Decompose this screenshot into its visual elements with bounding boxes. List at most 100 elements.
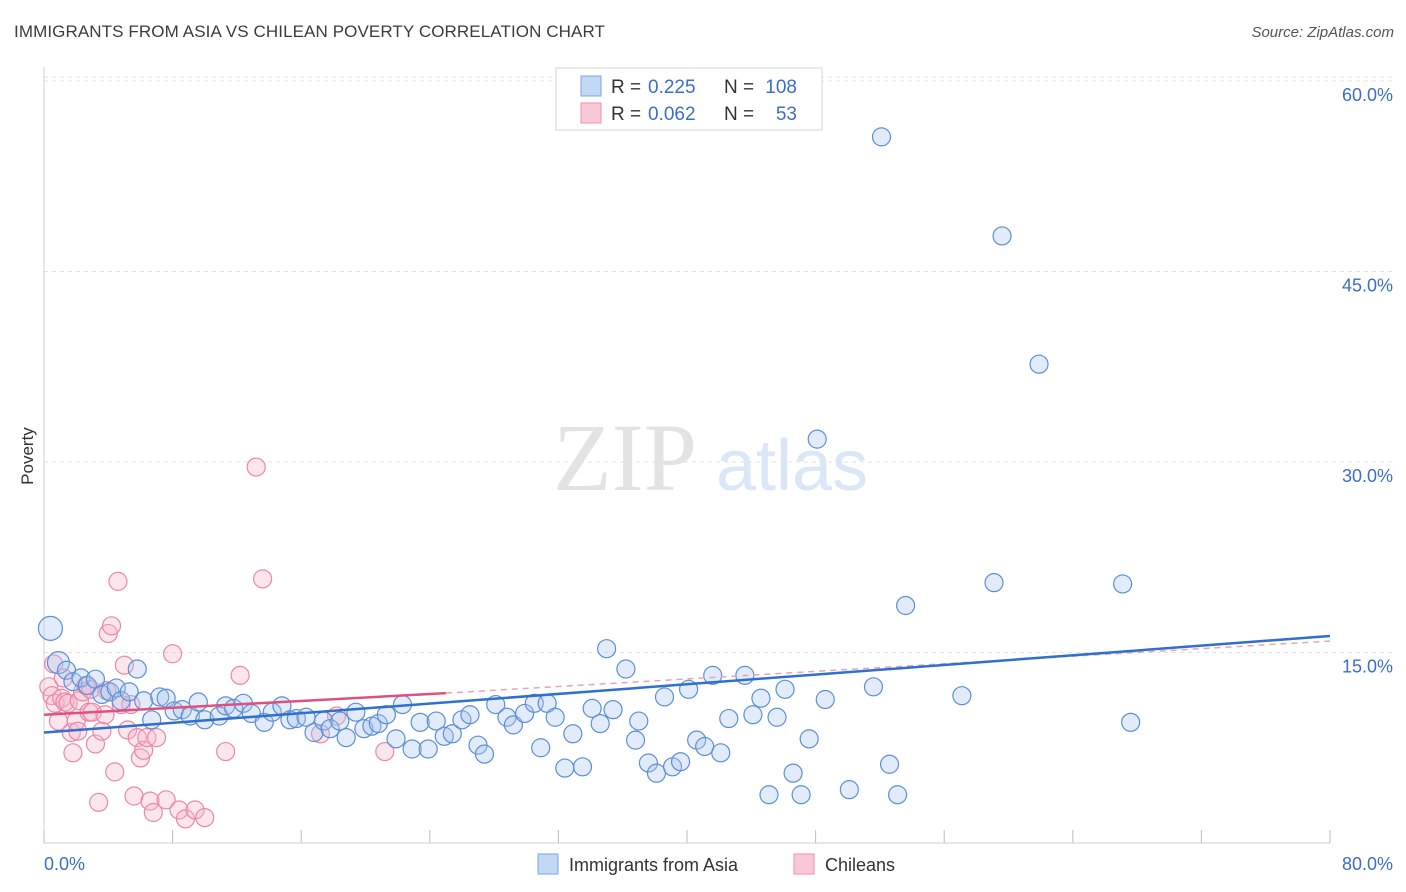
asia-point [879, 754, 900, 774]
correlation-legend: R = 0.225 N = 108 R = 0.062 N = 53 [555, 67, 823, 131]
chileans-point [163, 644, 183, 664]
asia-point [590, 714, 610, 734]
bottom-legend-label-chileans: Chileans [825, 855, 895, 875]
asia-point [106, 678, 126, 698]
watermark: ZIP atlas [553, 404, 868, 511]
asia-point [887, 785, 908, 805]
watermark-atlas: atlas [716, 426, 868, 506]
asia-point [71, 668, 91, 688]
asia-point [807, 429, 827, 449]
y-tick-label-30: 30.0% [1342, 466, 1393, 486]
asia-point [188, 692, 208, 712]
chileans-point [55, 692, 75, 712]
asia-point [119, 682, 139, 702]
asia-point [654, 687, 675, 707]
chileans-point [63, 743, 83, 763]
legend-r-label-asia: R = [611, 77, 641, 98]
chileans-point [92, 721, 112, 741]
chileans-point [216, 741, 236, 762]
asia-point [759, 785, 779, 805]
y-axis-label: Poverty [18, 427, 37, 485]
asia-point [474, 744, 495, 764]
legend-n-value-asia: 108 [765, 77, 797, 98]
asia-point [751, 688, 771, 708]
asia-point [531, 738, 551, 758]
chileans-point [114, 655, 134, 675]
asia-point [336, 727, 356, 748]
asia-point [37, 615, 64, 641]
asia-point [743, 705, 763, 725]
chileans-point [143, 802, 163, 823]
asia-point [638, 753, 659, 773]
chileans-point [253, 569, 273, 589]
asia-point [503, 715, 523, 735]
asia-point [767, 707, 787, 727]
series-legend: Immigrants from Asia Chileans [537, 853, 895, 875]
trend-line-asia [43, 634, 1331, 734]
asia-point [783, 763, 803, 783]
asia-point [871, 127, 892, 147]
chileans-point [246, 457, 266, 477]
legend-r-value-asia: 0.225 [648, 77, 696, 98]
asia-point [426, 711, 446, 731]
legend-n-label-chileans: N = [724, 104, 754, 125]
asia-point [1121, 712, 1141, 732]
bottom-legend-swatch-chileans [793, 853, 815, 875]
asia-point [555, 758, 575, 778]
y-tick-label-45: 45.0% [1342, 276, 1393, 296]
x-tick-label-max: 80.0% [1342, 854, 1393, 874]
asia-point [603, 700, 623, 720]
trend-line-chileans-extension [445, 640, 1331, 694]
chileans-point [108, 571, 128, 591]
asia-point [984, 573, 1004, 593]
asia-point [1113, 574, 1133, 594]
chileans-point [137, 727, 157, 748]
asia-point [670, 752, 691, 772]
legend-r-value-chileans: 0.062 [648, 104, 696, 125]
asia-point [839, 780, 859, 800]
asia-point [582, 698, 602, 718]
x-tick-label-min: 0.0% [44, 854, 85, 874]
asia-point [711, 743, 731, 763]
chileans-point [61, 722, 81, 743]
asia-point [616, 659, 636, 679]
asia-point [896, 595, 916, 616]
chileans-point [105, 762, 125, 782]
legend-n-value-chileans: 53 [776, 104, 797, 125]
bottom-legend-label-asia: Immigrants from Asia [569, 855, 739, 875]
asia-point [992, 226, 1012, 246]
asia-point [134, 691, 154, 711]
y-tick-label-15: 15.0% [1342, 657, 1393, 677]
chileans-point [89, 792, 109, 812]
x-axis-ticks [43, 830, 1331, 843]
asia-point [952, 686, 972, 706]
asia-point [597, 639, 617, 659]
asia-point [254, 712, 274, 732]
chileans-point [101, 616, 122, 636]
asia-point [719, 708, 739, 729]
trend-lines [43, 634, 1331, 734]
asia-point [775, 679, 795, 699]
y-tick-label-60: 60.0% [1342, 85, 1393, 105]
chileans-point [375, 741, 395, 762]
trend-line-chileans [43, 691, 446, 716]
asia-point [545, 707, 565, 727]
asia-point [460, 705, 480, 725]
bottom-legend-swatch-asia [537, 853, 559, 875]
asia-point [703, 665, 723, 685]
chileans-point [310, 724, 331, 744]
asia-point [330, 711, 350, 731]
legend-r-label-chileans: R = [611, 104, 641, 125]
asia-point [402, 739, 422, 759]
asia-point [791, 785, 811, 805]
chileans-point [134, 740, 154, 760]
legend-swatch-chileans [580, 102, 602, 124]
asia-point [799, 729, 819, 749]
chileans-point [146, 727, 167, 748]
asia-point [863, 677, 884, 697]
chart-source: Source: ZipAtlas.com [1251, 24, 1394, 41]
asia-point [695, 736, 715, 757]
asia-point [815, 689, 835, 710]
asia-point [150, 687, 170, 707]
